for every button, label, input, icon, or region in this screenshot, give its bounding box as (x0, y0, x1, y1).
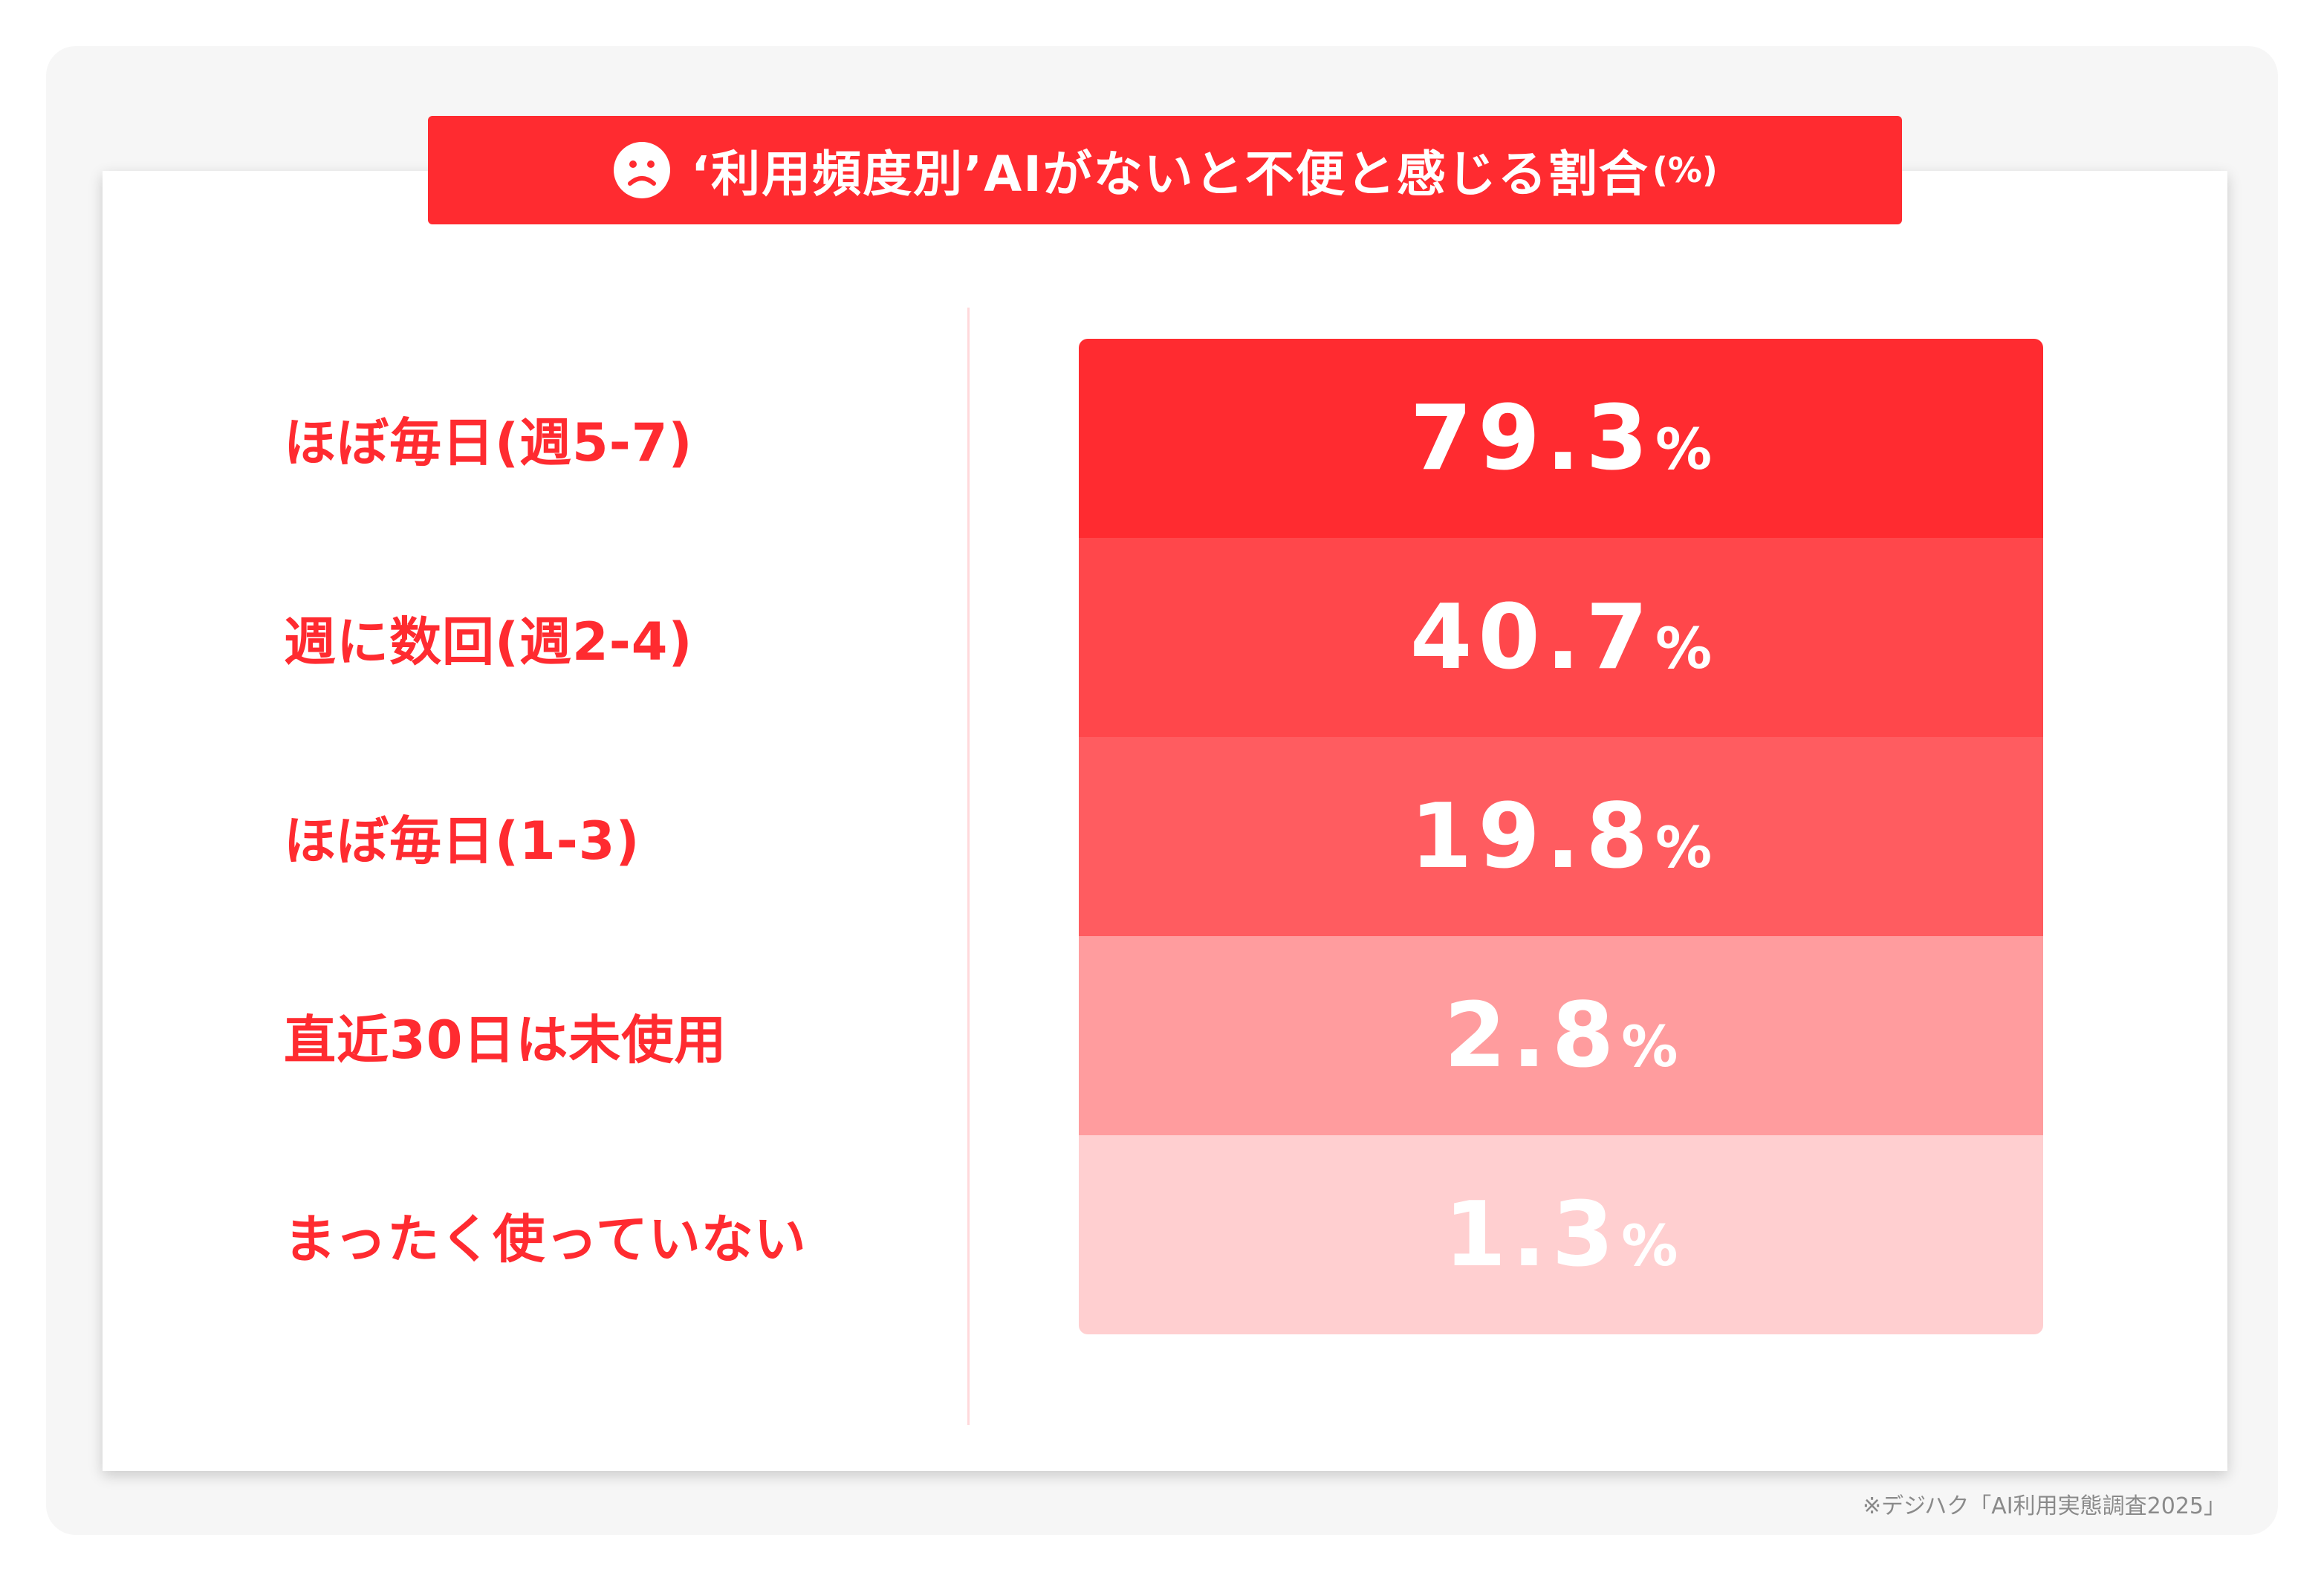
bar-percent-sign: % (1655, 415, 1713, 482)
bar: 19.8% (1079, 737, 2043, 936)
bar: 40.7% (1079, 538, 2043, 737)
chart-title-unit: (%) (1652, 150, 1718, 190)
title-banner: ‘利用頻度別’AIがないと不便と感じる割合 (%) (428, 116, 1902, 224)
category-label: 直近30日は未使用 (284, 1009, 727, 1071)
bar: 1.3% (1079, 1135, 2043, 1334)
bar-stack: 79.3% 40.7% 19.8% 2.8% 1.3% (1079, 339, 2043, 1334)
category-label: ほぼ毎日(週5-7) (284, 412, 693, 473)
bar-percent-sign: % (1655, 614, 1713, 681)
bar-value-label: 1.3 (1444, 1183, 1620, 1287)
category-label: 週に数回(週2-4) (284, 611, 693, 672)
column-divider (967, 308, 970, 1425)
source-note: ※デジハク「AI利用実態調査2025」 (1862, 1493, 2226, 1519)
category-label: まったく使っていない (284, 1208, 807, 1270)
bar: 2.8% (1079, 936, 2043, 1135)
bar-percent-sign: % (1621, 1212, 1678, 1279)
chart-title: ‘利用頻度別’AIがないと不便と感じる割合 (691, 146, 1649, 203)
bar-percent-sign: % (1655, 814, 1713, 880)
bar: 79.3% (1079, 339, 2043, 538)
bar-value-label: 2.8 (1444, 984, 1620, 1088)
bar-value-label: 79.3 (1409, 386, 1654, 490)
bar-value-label: 40.7 (1409, 585, 1654, 689)
sad-face-icon (614, 142, 671, 198)
bar-value-label: 19.8 (1409, 785, 1654, 889)
bar-percent-sign: % (1621, 1013, 1678, 1080)
category-label: ほぼ毎日(1-3) (284, 810, 640, 871)
